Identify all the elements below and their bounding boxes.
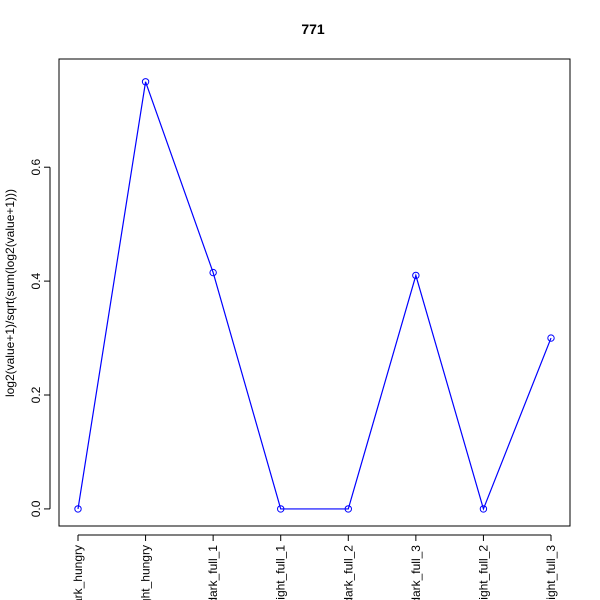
y-tick-label: 0.6: [29, 159, 43, 176]
series-line: [77, 81, 552, 511]
x-tick-label: dark_full_3: [409, 545, 423, 600]
data-point: [141, 78, 150, 86]
y-tick-label: 0.2: [29, 386, 43, 403]
data-point: [547, 334, 555, 342]
y-axis-label: log2(value+1)/sqrt(sum(log2(value+1))): [3, 189, 17, 397]
plot-area: 0.0 0.2 0.4 0.6 dark_hungry light_hungry dark_…: [29, 78, 558, 600]
x-tick-label: light_hungry: [139, 545, 153, 600]
data-point: [412, 271, 420, 280]
x-tick-label: light_full_1: [274, 545, 288, 600]
chart-title: 771: [301, 21, 325, 37]
x-tick-label: dark_full_1: [206, 545, 220, 600]
y-tick-label: 0.4: [29, 272, 43, 289]
x-tick-label: light_full_3: [544, 545, 558, 600]
x-tick-label: dark_full_2: [341, 545, 355, 600]
x-tick-label: dark_hungry: [71, 545, 85, 600]
x-tick-label: light_full_2: [476, 545, 490, 600]
data-point: [344, 505, 352, 513]
data-point: [74, 505, 82, 513]
plot-frame: [58, 58, 571, 527]
data-point: [277, 505, 285, 513]
data-point: [479, 505, 488, 513]
data-point: [209, 268, 217, 277]
y-tick-label: 0.0: [29, 500, 43, 517]
